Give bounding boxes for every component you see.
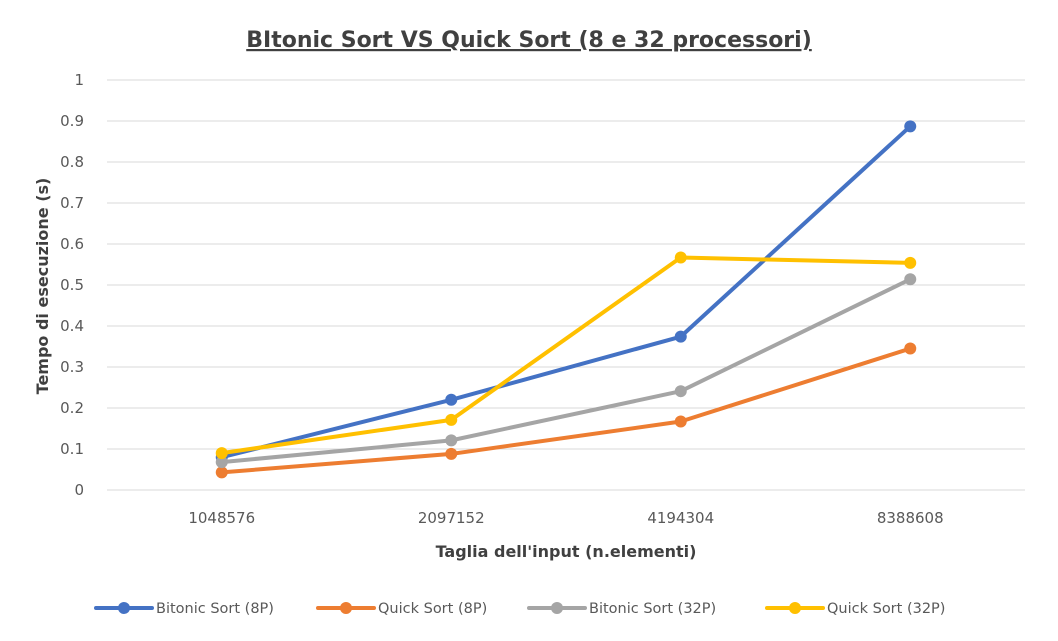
series-line <box>219 346 913 475</box>
y-tick-label: 0.9 <box>60 112 84 130</box>
series-group <box>215 251 917 460</box>
y-tick-label: 1 <box>74 71 84 89</box>
data-point <box>445 447 458 460</box>
x-tick-label: 4194304 <box>647 509 714 527</box>
data-point <box>445 413 458 426</box>
y-tick-label: 0.4 <box>60 317 84 335</box>
data-point <box>215 447 228 460</box>
y-tick-label: 0 <box>74 481 84 499</box>
series-group <box>215 342 917 479</box>
legend-label: Bitonic Sort (8P) <box>156 601 274 617</box>
series-group <box>215 273 917 469</box>
series-group <box>215 120 917 464</box>
x-tick-label: 2097152 <box>418 509 485 527</box>
legend-item: Quick Sort (8P) <box>316 601 487 617</box>
legend-item: Bitonic Sort (32P) <box>527 601 716 617</box>
y-tick-label: 0.1 <box>60 440 84 458</box>
legend-item: Quick Sort (32P) <box>765 601 945 617</box>
series-line <box>219 255 913 456</box>
y-tick-label: 0.8 <box>60 153 84 171</box>
legend-item: Bitonic Sort (8P) <box>94 601 274 617</box>
legend-label: Quick Sort (8P) <box>378 601 487 617</box>
legend-label: Quick Sort (32P) <box>827 601 945 617</box>
legend: Bitonic Sort (8P) Quick Sort (8P) Bitonic … <box>94 601 945 617</box>
data-point <box>904 273 917 286</box>
y-tick-label: 0.3 <box>60 358 84 376</box>
axes: 0 0.1 0.2 0.3 0.4 0.5 0.6 0.7 0.8 0.9 1 1048576 2097… <box>60 71 1025 527</box>
data-point <box>445 434 458 447</box>
x-tick-label: 1048576 <box>188 509 255 527</box>
data-point <box>674 415 687 428</box>
series-lines <box>215 120 917 479</box>
data-point <box>904 120 917 133</box>
y-tick-label: 0.2 <box>60 399 84 417</box>
legend-swatch-marker <box>551 602 563 614</box>
x-axis-title: Taglia dell'input (n.elementi) <box>436 542 697 561</box>
series-line <box>219 124 913 460</box>
y-tick-label: 0.7 <box>60 194 84 212</box>
data-point <box>215 466 228 479</box>
legend-swatch-marker <box>118 602 130 614</box>
data-point <box>674 251 687 264</box>
gridlines <box>107 79 1025 450</box>
legend-swatch-marker <box>340 602 352 614</box>
legend-label: Bitonic Sort (32P) <box>589 601 716 617</box>
x-tick-label: 8388608 <box>877 509 944 527</box>
legend-swatch-marker <box>789 602 801 614</box>
y-tick-label: 0.6 <box>60 235 84 253</box>
y-tick-label: 0.5 <box>60 276 84 294</box>
data-point <box>904 256 917 269</box>
chart-title: BItonic Sort VS Quick Sort (8 e 32 proce… <box>246 28 812 53</box>
data-point <box>904 342 917 355</box>
data-point <box>674 330 687 343</box>
y-axis-title: Tempo di esecuzione (s) <box>33 178 52 395</box>
data-point <box>445 393 458 406</box>
data-point <box>674 385 687 398</box>
data-point <box>215 456 228 469</box>
series-line <box>219 277 913 465</box>
